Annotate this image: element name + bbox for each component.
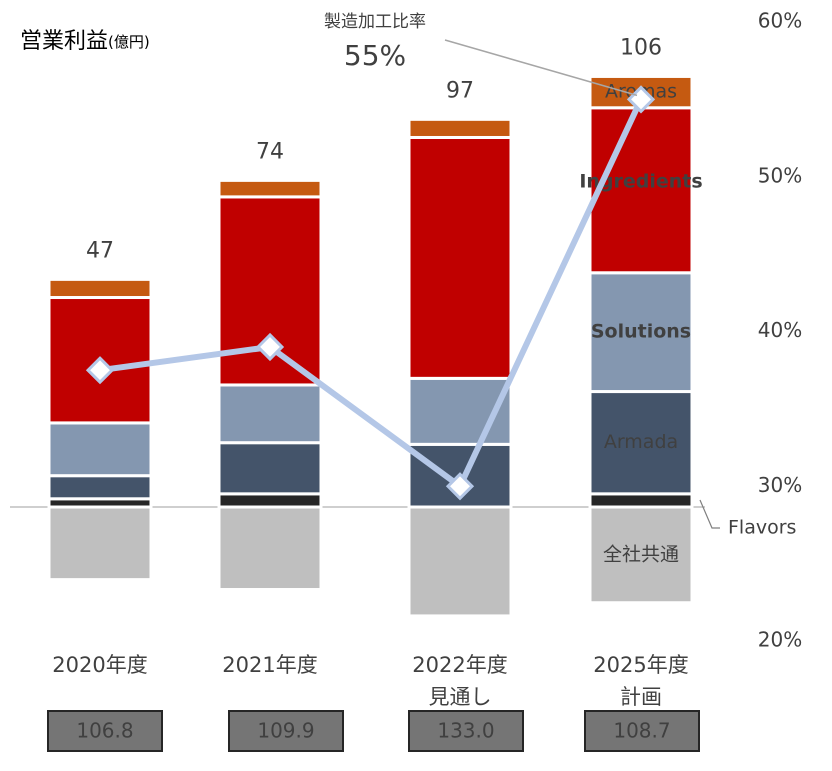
value-box xyxy=(408,710,524,752)
bar-segment xyxy=(217,441,323,496)
ratio-marker xyxy=(255,332,285,362)
x-tick-label: 2020年度 xyxy=(52,653,147,677)
chart-title: 営業利益(億円) xyxy=(20,29,150,54)
ratio-line xyxy=(99,98,644,491)
value-box xyxy=(47,710,163,752)
bar-segment xyxy=(588,271,694,394)
bar-segment xyxy=(407,135,513,380)
total-label: 97 xyxy=(446,78,474,103)
leader-line xyxy=(699,499,720,529)
ratio-marker xyxy=(85,356,115,385)
series-label: Ingredients xyxy=(579,171,702,193)
bar-segment xyxy=(217,505,323,592)
total-label: 74 xyxy=(256,139,284,164)
total-label: 47 xyxy=(86,238,114,263)
value-box-label: 108.7 xyxy=(613,719,670,743)
callout-line xyxy=(444,39,638,97)
ratio-marker xyxy=(626,85,656,114)
y2-tick-label: 30% xyxy=(758,473,802,497)
line-name: 製造加工比率 xyxy=(324,12,426,32)
bar-segment xyxy=(47,505,153,582)
bar-segment xyxy=(47,421,153,478)
total-label: 106 xyxy=(620,35,662,60)
bar-segment xyxy=(217,178,323,199)
bar-segment xyxy=(217,383,323,445)
x-tick-label: 2021年度 xyxy=(222,653,317,677)
x-tick-note: 計画 xyxy=(620,685,662,709)
bar-segment xyxy=(588,390,694,496)
x-tick-label: 2025年度 xyxy=(593,653,688,677)
bar-segment xyxy=(217,492,323,509)
value-box xyxy=(584,710,700,752)
series-label: 全社共通 xyxy=(603,543,679,565)
series-label: Flavors xyxy=(728,517,796,539)
bar-segment xyxy=(47,277,153,300)
bar-segment xyxy=(407,117,513,139)
y2-tick-label: 40% xyxy=(758,318,802,342)
ratio-marker xyxy=(445,472,475,501)
title-unit: (億円) xyxy=(108,33,150,51)
bar-segment xyxy=(588,492,694,509)
bar-segment xyxy=(47,474,153,501)
series-label: Solutions xyxy=(591,321,691,343)
series-label: Armada xyxy=(604,431,678,453)
x-tick-note: 見通し xyxy=(429,685,492,709)
bar-segment xyxy=(588,505,694,605)
y2-tick-label: 60% xyxy=(758,9,802,33)
y2-tick-label: 50% xyxy=(758,163,802,187)
bar-segment xyxy=(407,505,513,618)
value-box xyxy=(228,710,344,752)
y2-tick-label: 20% xyxy=(758,628,802,652)
value-box-label: 109.9 xyxy=(257,719,314,743)
title-text: 営業利益 xyxy=(20,29,108,54)
line-value-label: 55% xyxy=(344,39,406,72)
value-box-label: 106.8 xyxy=(76,719,133,743)
bar-segment xyxy=(588,106,694,275)
x-tick-label: 2022年度 xyxy=(412,653,507,677)
value-box-label: 133.0 xyxy=(437,719,494,743)
